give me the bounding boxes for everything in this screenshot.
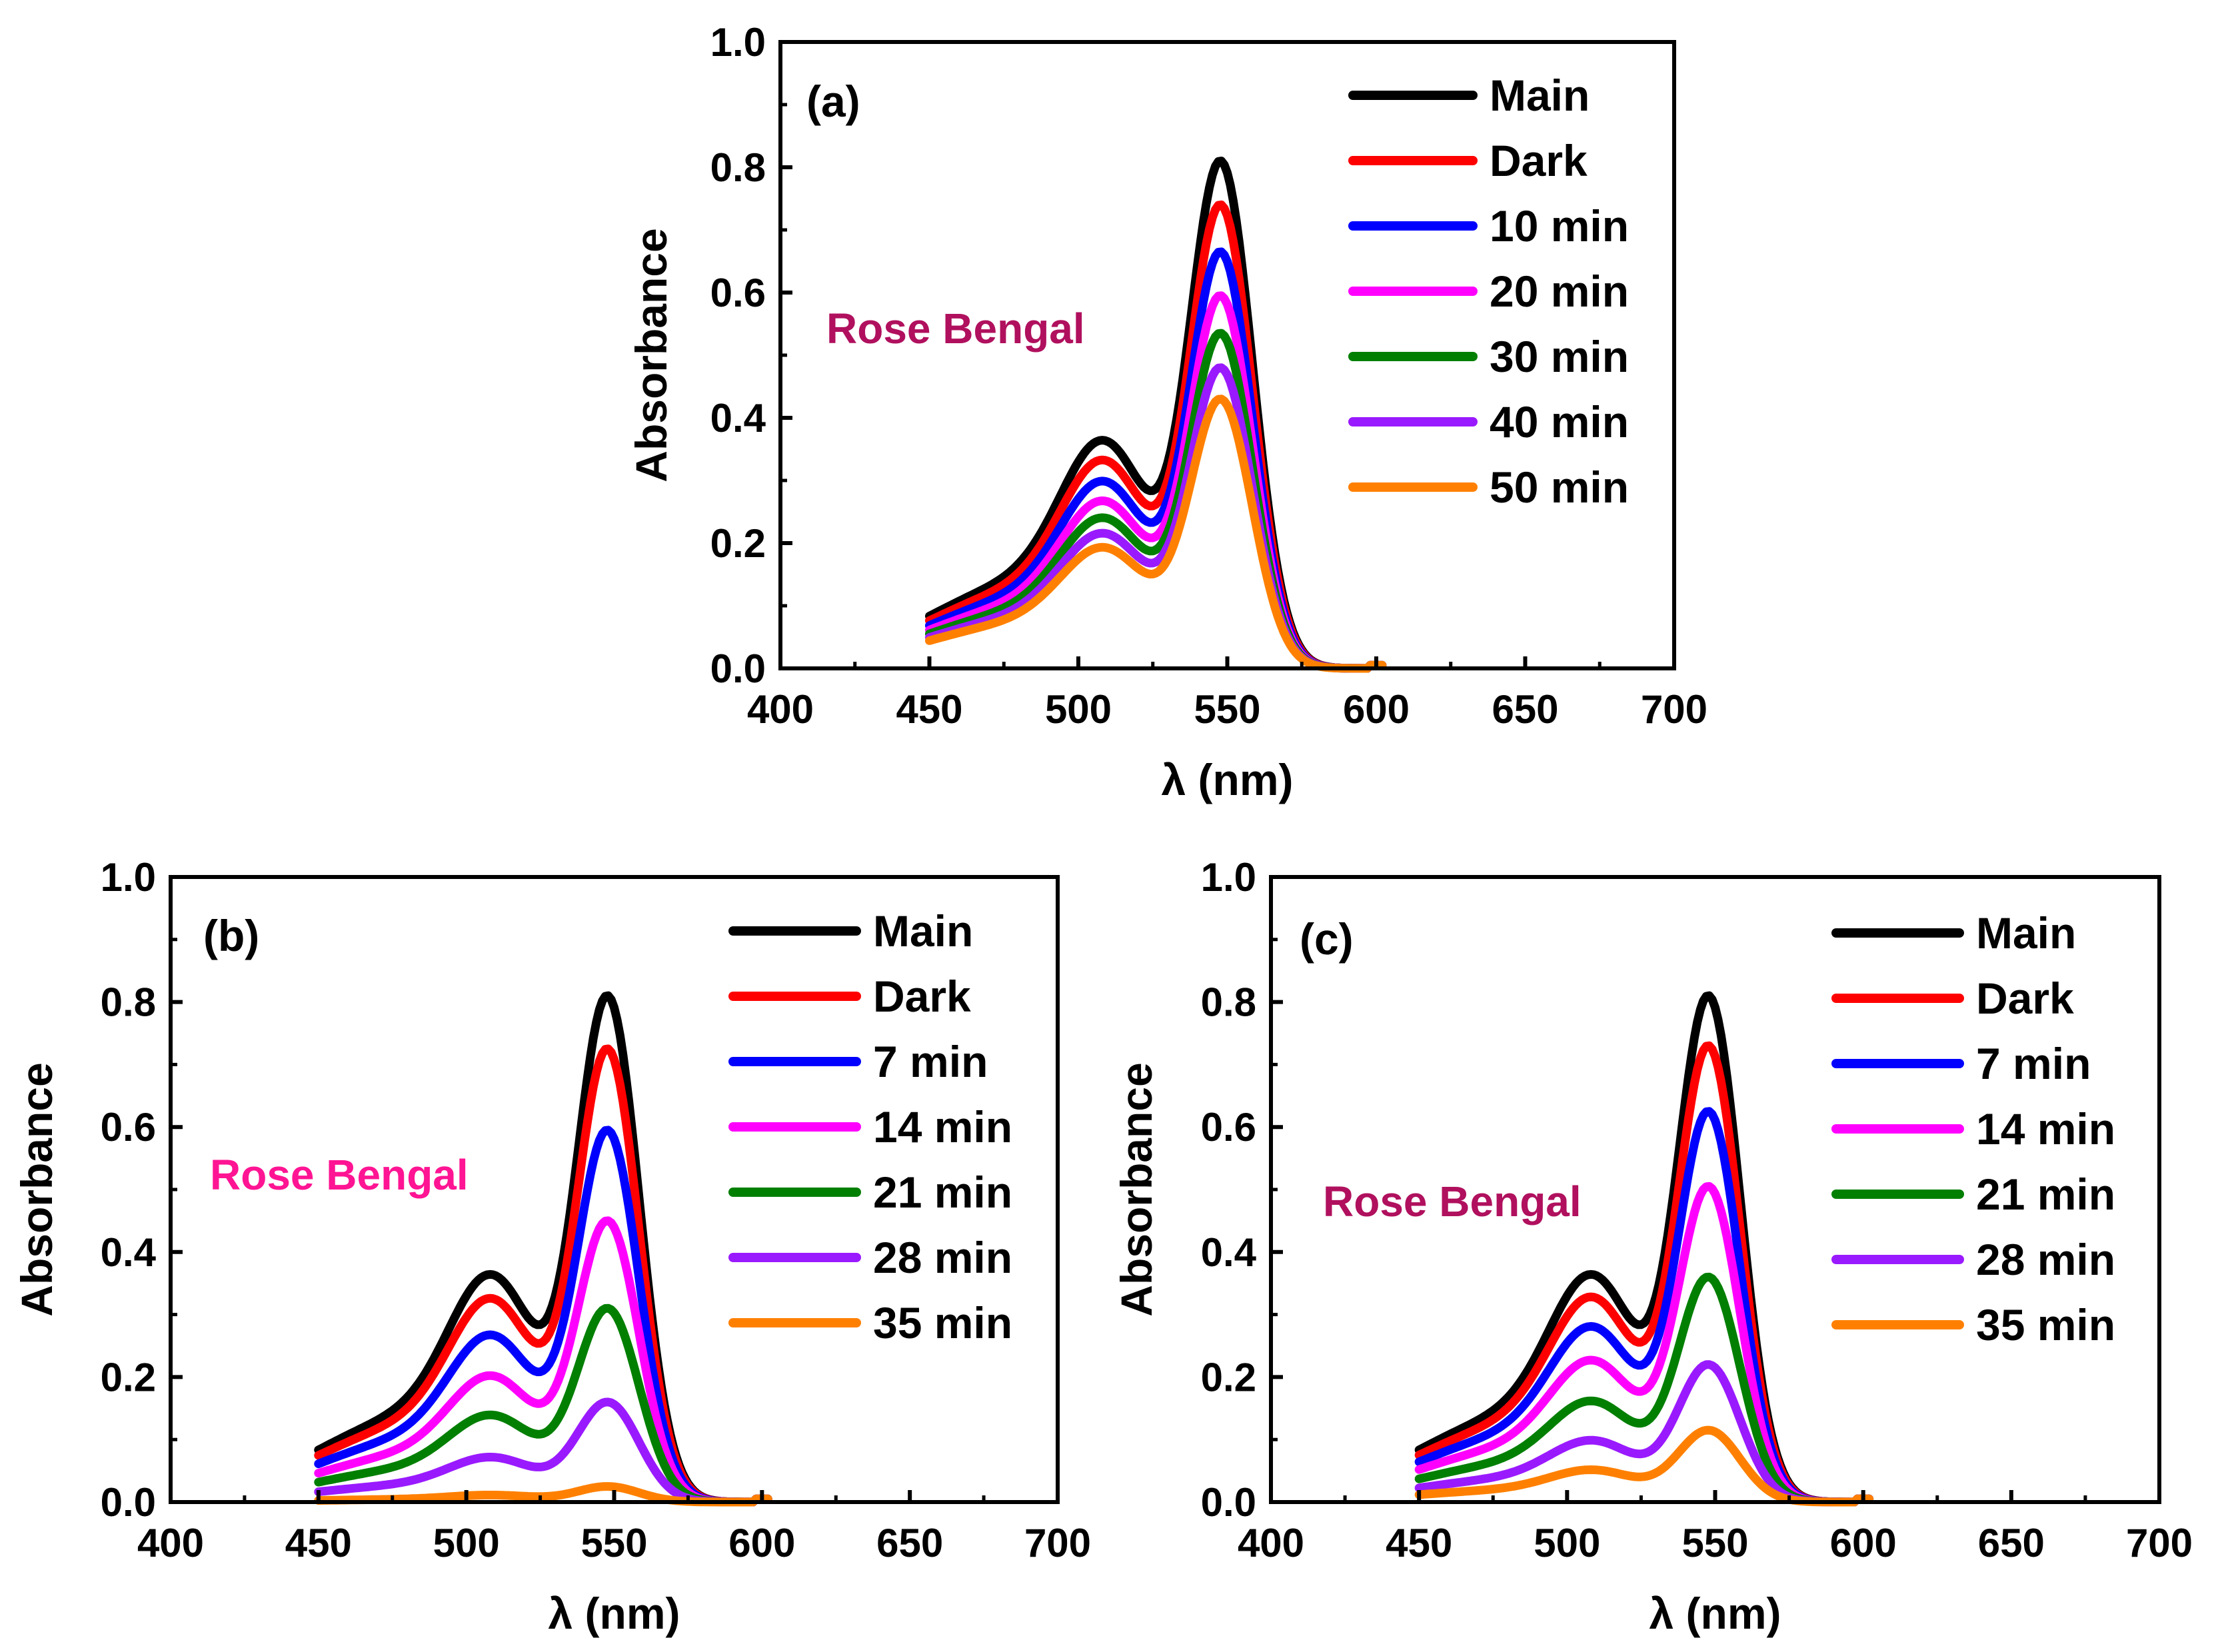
legend-label: Dark: [1490, 136, 1588, 185]
y-tick-label: 0.8: [101, 980, 156, 1025]
y-tick-label: 0.8: [710, 145, 766, 190]
y-axis-label: Absorbance: [626, 228, 676, 482]
y-tick-label: 0.6: [101, 1105, 156, 1150]
y-axis-label: Absorbance: [12, 1062, 61, 1316]
x-tick-label: 550: [580, 1521, 647, 1565]
legend-label: 21 min: [873, 1168, 1012, 1217]
legend-label: 35 min: [873, 1298, 1012, 1347]
y-tick-label: 0.2: [101, 1355, 156, 1399]
legend-label: 28 min: [1976, 1235, 2115, 1284]
x-axis-label: λ (nm): [1650, 1589, 1781, 1638]
x-axis: 400 450 500 550 600 650 700 λ (nm): [137, 1490, 1091, 1638]
x-tick-label: 500: [433, 1521, 500, 1565]
legend: Main Dark 10 min 20 min 30 min 40 min 50 min: [1348, 71, 1629, 512]
panel-label: (b): [203, 911, 259, 960]
x-tick-label: 500: [1534, 1521, 1600, 1565]
x-tick-label: 500: [1045, 687, 1112, 732]
legend-label: Dark: [1976, 974, 2074, 1023]
legend-label: 20 min: [1490, 267, 1629, 316]
x-tick-label: 450: [896, 687, 962, 732]
x-tick-label: 450: [285, 1521, 352, 1565]
y-tick-label: 0.8: [1201, 980, 1256, 1025]
x-tick-label: 650: [876, 1521, 943, 1565]
y-tick-label: 0.2: [710, 521, 766, 566]
y-axis: 0.0 0.2 0.4 0.6 0.8 1.0 Absorbance: [1112, 855, 1283, 1525]
series-line-14-min: [314, 1216, 772, 1507]
y-tick-label: 0.6: [1201, 1105, 1256, 1150]
x-tick-label: 550: [1681, 1521, 1748, 1565]
legend-label: Main: [1976, 908, 2076, 958]
x-tick-label: 600: [1343, 687, 1410, 732]
legend-label: 7 min: [1976, 1039, 2091, 1088]
x-axis: 400 450 500 550 600 650 700 λ (nm): [747, 656, 1707, 804]
y-tick-label: 0.4: [101, 1230, 157, 1275]
y-tick-label: 0.0: [101, 1480, 156, 1525]
x-tick-label: 400: [747, 687, 814, 732]
panel-label: (c): [1300, 914, 1354, 964]
series-group: [314, 991, 772, 1507]
y-tick-label: 0.4: [1201, 1230, 1257, 1275]
x-tick-label: 700: [1024, 1521, 1091, 1565]
y-tick-label: 0.6: [710, 271, 766, 315]
legend-label: 21 min: [1976, 1170, 2115, 1219]
x-tick-label: 550: [1194, 687, 1260, 732]
y-tick-label: 0.0: [1201, 1480, 1256, 1525]
x-tick-label: 700: [2126, 1521, 2193, 1565]
y-axis: 0.0 0.2 0.4 0.6 0.8 1.0 Absorbance: [12, 855, 183, 1525]
chart-annotation: Rose Bengal: [1323, 1178, 1582, 1226]
legend-label: Main: [873, 906, 973, 956]
legend: Main Dark 7 min 14 min 21 min 28 min 35 min: [728, 906, 1012, 1347]
y-tick-label: 1.0: [710, 20, 766, 65]
legend-label: 35 min: [1976, 1300, 2115, 1349]
x-axis: 400 450 500 550 600 650 700 λ (nm): [1238, 1490, 2193, 1638]
x-tick-label: 400: [137, 1521, 204, 1565]
chart-annotation: Rose Bengal: [826, 305, 1085, 353]
legend-label: 30 min: [1490, 332, 1629, 381]
legend-label: Dark: [873, 972, 971, 1021]
legend-label: 14 min: [873, 1102, 1012, 1152]
x-tick-label: 400: [1238, 1521, 1304, 1565]
x-tick-label: 450: [1386, 1521, 1452, 1565]
legend-label: 40 min: [1490, 397, 1629, 446]
y-axis: 0.0 0.2 0.4 0.6 0.8 1.0 Absorbance: [626, 20, 792, 691]
x-tick-label: 600: [728, 1521, 795, 1565]
panel-label: (a): [806, 77, 860, 126]
x-tick-label: 700: [1641, 687, 1707, 732]
legend-label: 14 min: [1976, 1104, 2115, 1154]
series-group: [925, 157, 1387, 673]
x-axis-label: λ (nm): [549, 1589, 680, 1638]
legend-label: Main: [1490, 71, 1590, 120]
legend-label: 28 min: [873, 1233, 1012, 1282]
legend-label: 7 min: [873, 1037, 988, 1086]
x-axis-label: λ (nm): [1162, 755, 1294, 804]
y-tick-label: 1.0: [101, 855, 156, 900]
legend: Main Dark 7 min 14 min 21 min 28 min 35 min: [1831, 908, 2115, 1349]
x-tick-label: 650: [1978, 1521, 2045, 1565]
y-axis-label: Absorbance: [1112, 1062, 1161, 1316]
chart-annotation: Rose Bengal: [210, 1151, 469, 1199]
legend-label: 10 min: [1490, 201, 1629, 251]
y-tick-label: 0.0: [710, 646, 766, 691]
y-tick-label: 1.0: [1201, 855, 1256, 900]
series-line-50-min: [925, 395, 1387, 673]
x-tick-label: 600: [1830, 1521, 1897, 1565]
y-tick-label: 0.2: [1201, 1355, 1256, 1399]
series-group: [1414, 991, 1874, 1507]
legend-label: 50 min: [1490, 462, 1629, 512]
x-tick-label: 650: [1492, 687, 1558, 732]
y-tick-label: 0.4: [710, 396, 766, 440]
